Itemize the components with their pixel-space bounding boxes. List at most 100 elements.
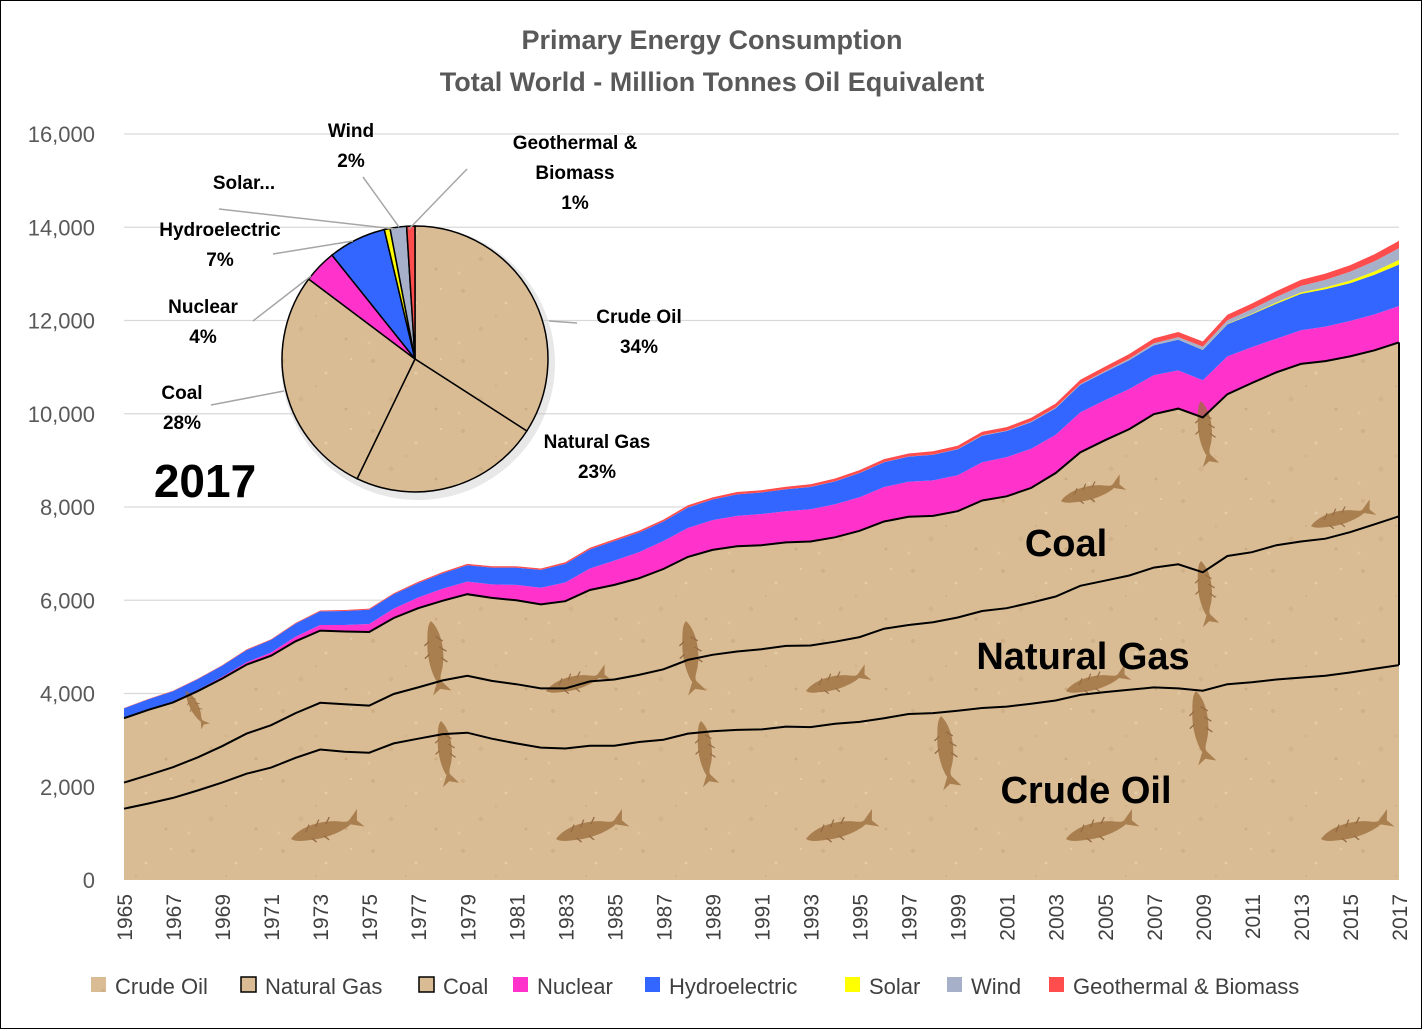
legend-item-coal: Coal xyxy=(418,974,488,999)
x-tick-label: 1975 xyxy=(359,894,382,941)
y-tick-label: 16,000 xyxy=(28,122,95,147)
pie-label: 28% xyxy=(163,413,201,434)
pie-leader-line xyxy=(408,168,468,230)
x-tick-label: 2013 xyxy=(1291,894,1314,941)
legend-label: Hydroelectric xyxy=(669,974,797,999)
legend-label: Nuclear xyxy=(537,974,613,999)
fossil-fish-icon xyxy=(694,721,720,788)
x-tick-label: 2015 xyxy=(1340,894,1363,941)
x-tick-label: 1977 xyxy=(408,894,431,941)
fossil-fish-icon xyxy=(806,809,880,843)
pie-label: 1% xyxy=(561,193,589,214)
chart-subtitle: Total World - Million Tonnes Oil Equival… xyxy=(440,67,985,97)
legend-swatch xyxy=(947,977,962,992)
pie-label: 34% xyxy=(620,337,658,358)
pie-label: Solar... xyxy=(213,173,275,194)
area-natural-gas xyxy=(124,516,1399,809)
x-axis-ticks: 1965 1967 1969 1971 1973 1975 1977 1979 1981 1983… xyxy=(114,894,1412,941)
legend-swatch xyxy=(513,977,528,992)
x-tick-label: 1987 xyxy=(653,894,676,941)
fossil-fish-icon xyxy=(423,621,452,696)
area-crude-oil xyxy=(124,665,1399,880)
x-tick-label: 1971 xyxy=(261,894,284,941)
legend-item-solar: Solar xyxy=(845,974,920,999)
x-tick-label: 2005 xyxy=(1095,894,1118,941)
legend-item-crude-oil: Crude Oil xyxy=(91,974,208,999)
legend-label: Wind xyxy=(971,974,1021,999)
x-tick-label: 1979 xyxy=(457,894,480,941)
x-tick-label: 2009 xyxy=(1193,894,1216,941)
x-tick-label: 1983 xyxy=(555,894,578,941)
x-tick-label: 1981 xyxy=(506,894,529,941)
fossil-fish-icon xyxy=(806,664,872,695)
natural-gas-area-label: Natural Gas xyxy=(976,636,1189,678)
legend-swatch xyxy=(240,976,257,993)
legend-item-hydroelectric: Hydroelectric xyxy=(645,974,797,999)
y-tick-label: 4,000 xyxy=(40,682,95,707)
pie-label: 7% xyxy=(206,250,234,271)
pie-leader-line xyxy=(548,320,578,324)
chart-title: Primary Energy Consumption xyxy=(521,25,902,55)
pie-labels: Crude Oil 34% Natural Gas 23% Coal 28% Nuclear… xyxy=(159,121,681,483)
legend-swatch xyxy=(418,976,435,993)
y-tick-label: 14,000 xyxy=(28,215,95,240)
y-axis-ticks: 0 2,000 4,000 6,000 8,000 10,000 12,000 14,000 1… xyxy=(28,122,95,893)
fossil-fish-icon xyxy=(1061,474,1127,505)
y-tick-label: 6,000 xyxy=(40,588,95,613)
x-tick-label: 1967 xyxy=(163,894,186,941)
legend-item-natural-gas: Natural Gas xyxy=(240,974,382,999)
legend-item-wind: Wind xyxy=(947,974,1021,999)
x-tick-label: 2011 xyxy=(1242,894,1265,939)
fossil-fish-icon xyxy=(1188,691,1217,766)
x-tick-label: 2003 xyxy=(1046,894,1069,941)
area-hydroelectric xyxy=(124,264,1399,718)
fossil-fish-icon xyxy=(291,809,365,843)
pie-label: Natural Gas xyxy=(544,432,651,453)
legend-swatch xyxy=(845,977,860,992)
fossil-fish-icon xyxy=(933,716,962,791)
pie-label: Hydroelectric xyxy=(159,220,281,241)
pie-leader-line xyxy=(252,275,312,322)
x-tick-label: 1995 xyxy=(850,894,873,941)
legend-label: Natural Gas xyxy=(265,974,382,999)
x-tick-label: 1999 xyxy=(948,894,971,941)
legend-label: Crude Oil xyxy=(115,974,208,999)
pie-label: Nuclear xyxy=(168,297,238,318)
pie-label: Geothermal & xyxy=(513,133,638,154)
fossil-fish-icon xyxy=(1066,664,1132,695)
series-boundaries xyxy=(123,341,1400,810)
x-tick-label: 1985 xyxy=(604,894,627,941)
legend-swatch xyxy=(91,977,106,992)
pie-label: 23% xyxy=(578,462,616,483)
x-tick-label: 1965 xyxy=(114,894,137,941)
x-tick-label: 1993 xyxy=(801,894,824,941)
legend-item-geothermal-biomass: Geothermal & Biomass xyxy=(1049,974,1299,999)
x-tick-label: 1997 xyxy=(899,894,922,941)
pie-label: Crude Oil xyxy=(596,307,682,328)
y-tick-label: 2,000 xyxy=(40,775,95,800)
y-tick-label: 10,000 xyxy=(28,402,95,427)
fossil-fish-icon xyxy=(1321,809,1395,843)
x-tick-label: 1969 xyxy=(212,894,235,941)
legend-item-nuclear: Nuclear xyxy=(513,974,613,999)
pie-label: 4% xyxy=(189,327,217,348)
area-nuclear xyxy=(124,306,1399,719)
boundary-crude-oil xyxy=(123,664,1400,810)
fossil-fish-icon xyxy=(1066,809,1140,843)
x-tick-label: 1973 xyxy=(310,894,333,941)
y-tick-label: 12,000 xyxy=(28,309,95,334)
coal-area-label: Coal xyxy=(1025,523,1107,565)
pie-label: 2% xyxy=(337,151,365,172)
pie-leader-line xyxy=(362,176,400,228)
legend-label: Geothermal & Biomass xyxy=(1073,974,1299,999)
pie-leader-line xyxy=(218,208,396,230)
pie-slice-coal xyxy=(281,278,416,480)
pie-leader-line xyxy=(210,390,285,406)
fossil-fish-icon xyxy=(185,691,210,730)
boundary-coal xyxy=(123,341,1400,720)
legend-label: Coal xyxy=(443,974,488,999)
legend: Crude Oil Natural Gas Coal Nuclear Hydroelec… xyxy=(91,974,1299,999)
y-tick-label: 0 xyxy=(83,868,95,893)
